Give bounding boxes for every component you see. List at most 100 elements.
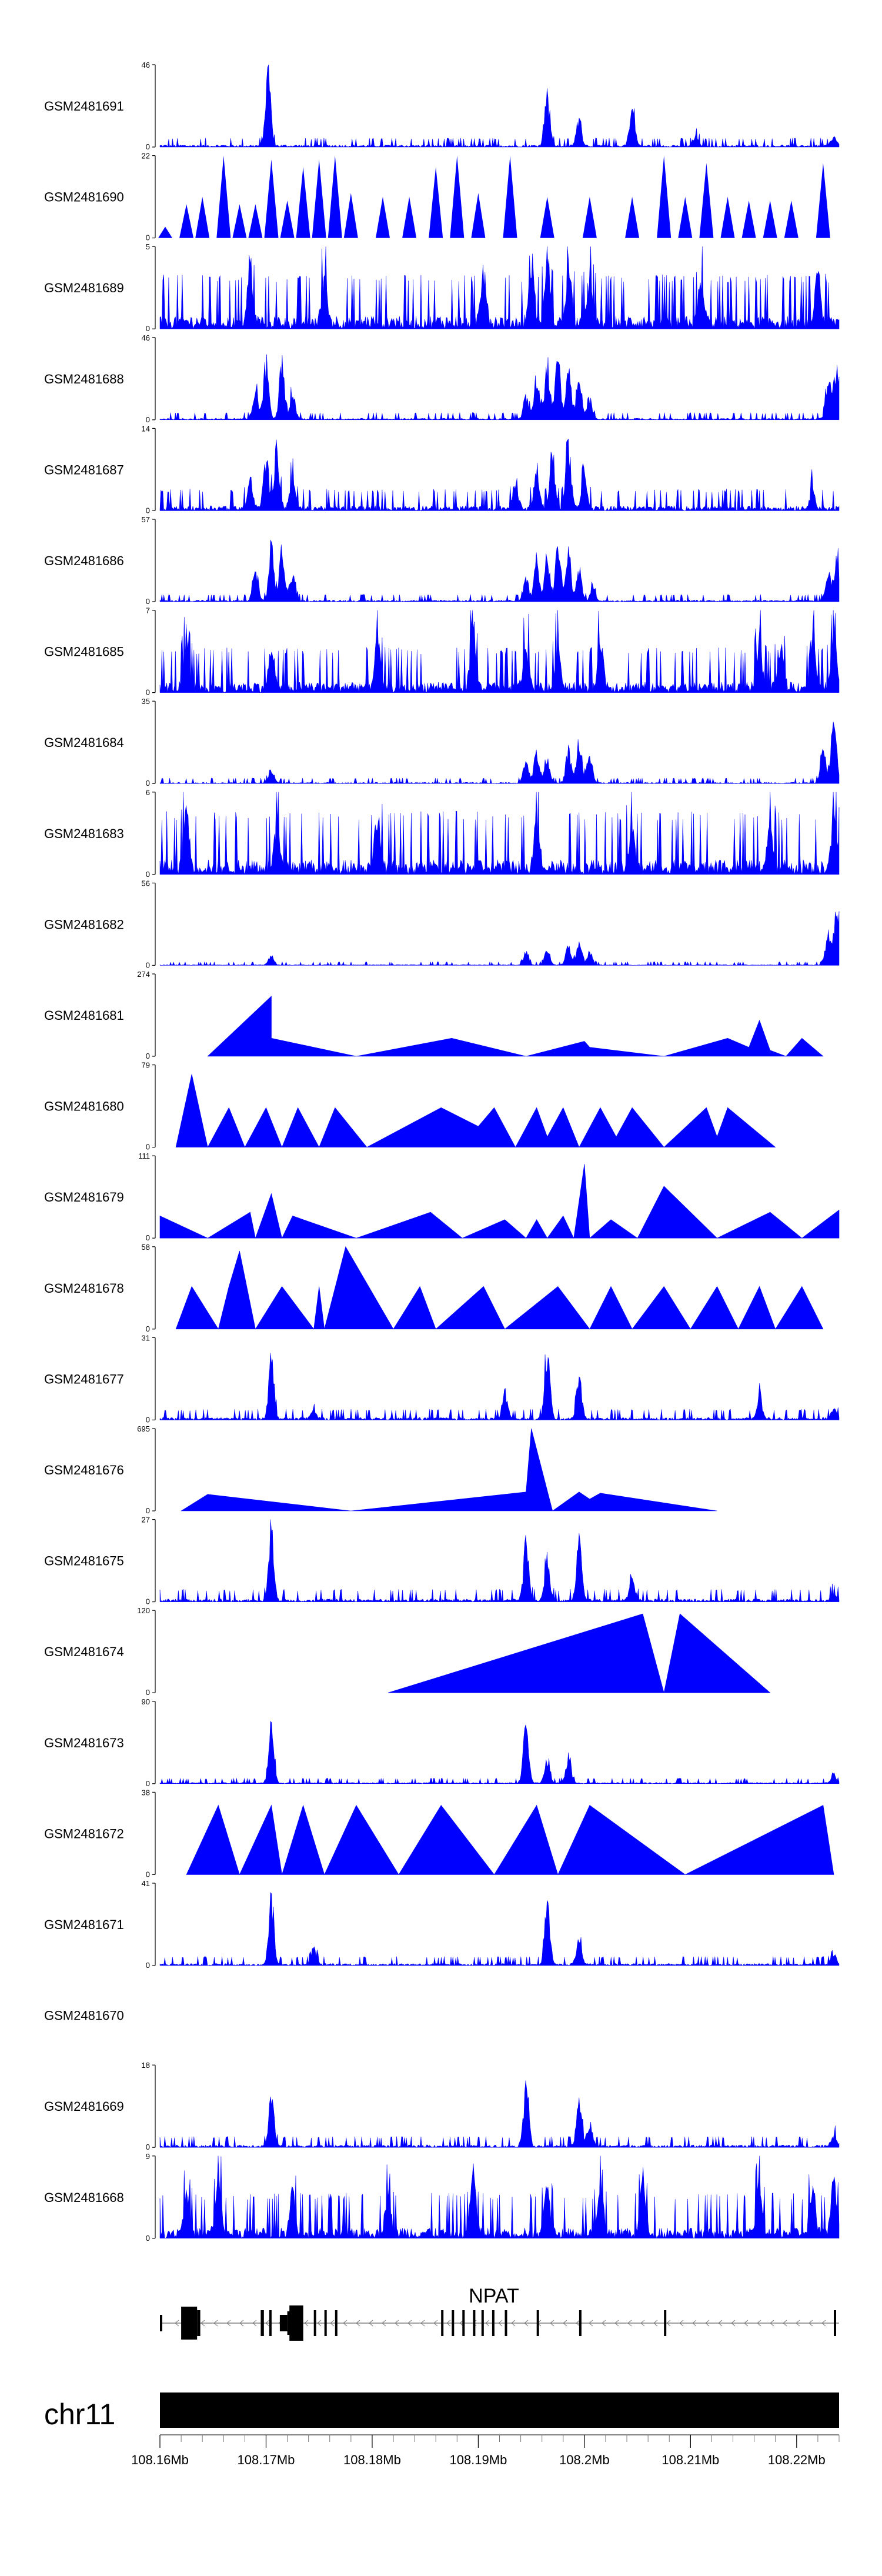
y-max-label: 35 xyxy=(142,697,150,706)
track-GSM2481669: GSM2481669 18 0 xyxy=(44,2061,840,2151)
strand-arrow-icon xyxy=(226,2320,231,2327)
track-label: GSM2481691 xyxy=(44,99,124,114)
track-label: GSM2481688 xyxy=(44,372,124,386)
coverage-spike xyxy=(471,193,486,238)
track-GSM2481681: GSM2481681 274 0 xyxy=(44,970,824,1060)
coverage-area xyxy=(207,996,824,1057)
strand-arrow-icon xyxy=(666,2320,671,2327)
strand-arrow-icon xyxy=(602,2320,606,2327)
exon-block xyxy=(441,2310,444,2336)
y-min-label: 0 xyxy=(146,142,150,151)
strand-arrow-icon xyxy=(265,2320,270,2327)
coverage-spike xyxy=(232,204,247,238)
axis-tick-label: 108.2Mb xyxy=(559,2452,610,2467)
y-min-label: 0 xyxy=(146,324,150,333)
coverage-spike xyxy=(582,196,597,238)
exon-block xyxy=(289,2305,303,2341)
coverage-area xyxy=(159,2080,840,2148)
coverage-spike xyxy=(450,155,465,238)
strand-arrow-icon xyxy=(614,2320,619,2327)
exon-block xyxy=(160,2315,162,2331)
track-label: GSM2481683 xyxy=(44,826,124,841)
coverage-area xyxy=(159,1720,840,1784)
strand-arrow-icon xyxy=(369,2320,373,2327)
coverage-area xyxy=(175,1074,776,1148)
y-max-label: 18 xyxy=(142,2061,150,2070)
track-label: GSM2481686 xyxy=(44,553,124,568)
track-GSM2481672: GSM2481672 38 0 xyxy=(44,1788,834,1878)
exon-block xyxy=(834,2310,836,2336)
strand-arrow-icon xyxy=(524,2320,529,2327)
coverage-area xyxy=(186,1804,834,1876)
coverage-spike xyxy=(763,201,777,238)
y-max-label: 274 xyxy=(137,970,150,979)
coverage-spike xyxy=(328,155,342,238)
track-GSM2481676: GSM2481676 695 0 xyxy=(44,1424,717,1515)
track-GSM2481682: GSM2481682 56 0 xyxy=(44,879,840,969)
track-GSM2481668: GSM2481668 9 0 xyxy=(44,2152,840,2243)
coverage-area xyxy=(159,64,840,148)
track-label: GSM2481681 xyxy=(44,1008,124,1023)
strand-arrow-icon xyxy=(731,2320,736,2327)
strand-arrow-icon xyxy=(640,2320,645,2327)
coverage-area xyxy=(159,1892,840,1966)
track-label: GSM2481687 xyxy=(44,462,124,477)
coverage-spike xyxy=(376,196,390,238)
exon-block xyxy=(324,2310,327,2336)
strand-arrow-icon xyxy=(459,2320,464,2327)
strand-arrow-icon xyxy=(550,2320,554,2327)
strand-arrow-icon xyxy=(653,2320,658,2327)
coverage-spike xyxy=(158,226,172,238)
gene-model-track: NPAT xyxy=(160,2285,839,2341)
coverage-spike xyxy=(720,196,735,238)
y-min-label: 0 xyxy=(146,1961,150,1970)
track-label: GSM2481680 xyxy=(44,1099,124,1114)
strand-arrow-icon xyxy=(692,2320,697,2327)
axis-tick-label: 108.22Mb xyxy=(768,2452,826,2467)
exon-block xyxy=(579,2310,582,2336)
track-label: GSM2481685 xyxy=(44,645,124,659)
chromosome-ideogram: chr11 xyxy=(44,2393,839,2431)
track-GSM2481690: GSM2481690 22 0 xyxy=(44,152,830,242)
exon-block xyxy=(269,2310,272,2336)
exon-block xyxy=(505,2310,507,2336)
track-label: GSM2481670 xyxy=(44,2008,124,2023)
y-min-label: 0 xyxy=(146,2234,150,2243)
track-label: GSM2481684 xyxy=(44,735,124,750)
y-max-label: 57 xyxy=(142,515,150,524)
exon-block xyxy=(260,2310,264,2336)
y-min-label: 0 xyxy=(146,506,150,515)
axis-tick-label: 108.21Mb xyxy=(662,2452,719,2467)
y-max-label: 27 xyxy=(142,1516,150,1524)
track-GSM2481678: GSM2481678 58 0 xyxy=(44,1243,824,1333)
strand-arrow-icon xyxy=(783,2320,787,2327)
track-GSM2481685: GSM2481685 7 0 xyxy=(44,606,840,697)
y-max-label: 38 xyxy=(142,1788,150,1797)
y-max-label: 56 xyxy=(142,879,150,887)
strand-arrow-icon xyxy=(304,2320,309,2327)
strand-arrow-icon xyxy=(718,2320,723,2327)
coverage-area xyxy=(159,911,840,966)
y-max-label: 22 xyxy=(142,152,150,161)
coverage-spike xyxy=(699,163,714,238)
y-min-label: 0 xyxy=(146,870,150,879)
strand-arrow-icon xyxy=(563,2320,567,2327)
y-max-label: 9 xyxy=(146,2152,150,2161)
y-min-label: 0 xyxy=(146,1233,150,1242)
coverage-spike xyxy=(625,196,640,238)
track-label: GSM2481690 xyxy=(44,190,124,205)
strand-arrow-icon xyxy=(796,2320,800,2327)
coverage-spike xyxy=(343,193,358,238)
track-GSM2481687: GSM2481687 14 0 xyxy=(44,424,840,515)
strand-arrow-icon xyxy=(770,2320,774,2327)
exon-block xyxy=(536,2310,539,2336)
gene-name-label: NPAT xyxy=(469,2285,519,2307)
y-min-label: 0 xyxy=(146,1597,150,1606)
track-GSM2481674: GSM2481674 120 0 xyxy=(44,1606,771,1697)
coverage-spike xyxy=(296,166,310,238)
track-GSM2481686: GSM2481686 57 0 xyxy=(44,515,840,606)
genome-axis: 108.16Mb 108.17Mb 108.18Mb 108.19Mb 108.2Mb 1… xyxy=(131,2434,840,2467)
strand-arrow-icon xyxy=(498,2320,503,2327)
track-label: GSM2481675 xyxy=(44,1554,124,1569)
track-label: GSM2481671 xyxy=(44,1917,124,1932)
